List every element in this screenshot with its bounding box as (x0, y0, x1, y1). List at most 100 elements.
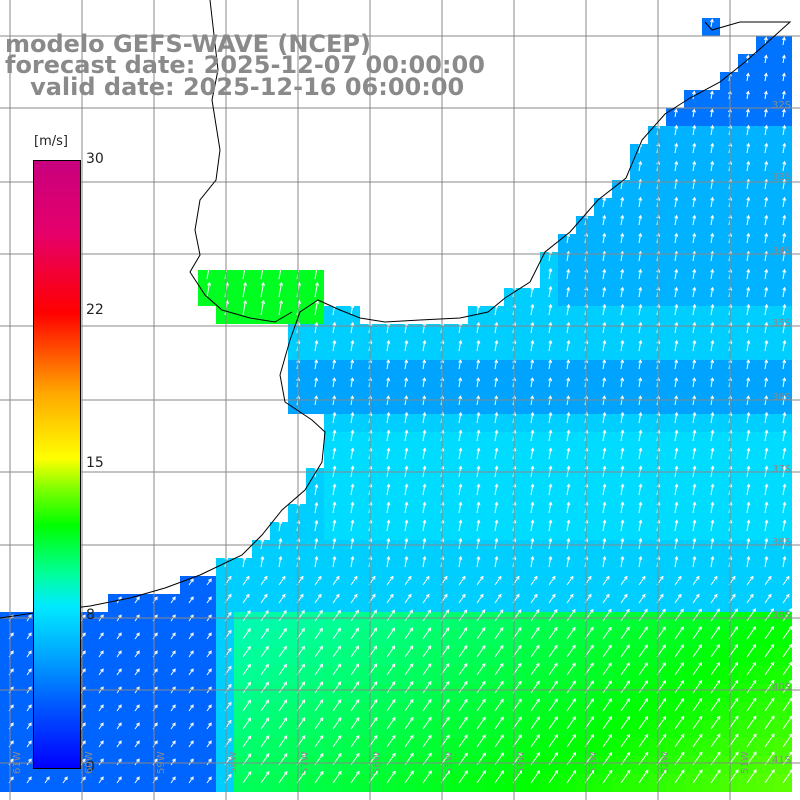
wind-arrow (422, 770, 432, 784)
wind-arrow (188, 596, 194, 604)
wind-arrow (638, 232, 643, 244)
wind-arrow (782, 715, 793, 730)
wind-arrow (764, 733, 775, 748)
wind-arrow (674, 608, 684, 622)
wind-arrow (278, 593, 286, 604)
wind-arrow (746, 715, 757, 730)
wind-arrow (206, 704, 212, 712)
wind-arrow (746, 519, 751, 532)
wind-arrow (763, 72, 768, 82)
wind-arrow (188, 650, 194, 658)
wind-arrow (170, 632, 176, 640)
wind-arrow (692, 715, 703, 730)
lat-label: 36S (772, 392, 792, 403)
wind-arrow (710, 395, 715, 406)
wind-arrow (98, 704, 104, 712)
wind-arrow (422, 593, 430, 604)
wind-arrow (692, 680, 703, 694)
wind-arrow (44, 776, 50, 784)
wind-arrow (602, 214, 607, 226)
wind-arrow (386, 555, 391, 568)
wind-arrow (602, 359, 607, 370)
wind-arrow (260, 610, 269, 622)
wind-arrow (692, 124, 697, 136)
wind-arrow (278, 263, 284, 280)
wind-arrow (764, 339, 769, 352)
wind-arrow (674, 286, 679, 298)
wind-arrow (188, 632, 194, 640)
wind-arrow (781, 54, 786, 64)
wind-arrow (332, 519, 337, 532)
wind-arrow (494, 698, 504, 712)
wind-arrow (206, 650, 212, 658)
wind-arrow (458, 411, 463, 424)
wind-arrow (170, 776, 176, 784)
wind-arrow (170, 650, 176, 658)
wind-arrow (494, 662, 504, 676)
wind-arrow (350, 483, 355, 496)
wind-arrow (548, 519, 553, 532)
wind-arrow (692, 644, 702, 658)
wind-arrow (602, 593, 610, 604)
wind-arrow (674, 377, 679, 388)
wind-arrow (638, 411, 643, 424)
wind-arrow (260, 645, 269, 658)
wind-arrow (332, 555, 337, 568)
wind-arrow (674, 395, 679, 406)
wind-arrow (386, 339, 391, 352)
wind-arrow (602, 196, 607, 208)
lat-label: 38S (772, 537, 792, 548)
wind-arrow (458, 429, 463, 442)
wind-arrow (782, 447, 787, 460)
wind-arrow (278, 663, 287, 676)
wind-arrow (548, 680, 558, 694)
wind-arrow (206, 776, 212, 784)
wind-arrow (422, 609, 432, 622)
wind-arrow (476, 575, 484, 586)
wind-arrow (674, 321, 679, 334)
colorbar (33, 160, 81, 769)
wind-arrow (602, 608, 612, 622)
wind-arrow (332, 411, 337, 424)
wind-arrow (602, 575, 610, 586)
wind-arrow (638, 519, 643, 532)
wind-arrow (638, 680, 648, 694)
wind-arrow (764, 160, 769, 172)
wind-arrow (134, 650, 140, 658)
wind-arrow (566, 716, 576, 730)
wind-arrow (710, 662, 721, 676)
wind-arrow (566, 286, 571, 298)
wind-arrow (548, 575, 556, 586)
lat-label: 35S (772, 318, 792, 329)
wind-arrow (422, 627, 432, 640)
lon-label: 51W (740, 751, 751, 774)
wind-arrow (746, 501, 751, 514)
wind-arrow (116, 668, 122, 676)
wind-arrow (98, 668, 104, 676)
lon-label: 59W (156, 751, 167, 774)
wind-arrow (422, 645, 432, 658)
wind-arrow (548, 267, 553, 280)
wind-arrow (782, 411, 787, 424)
wind-arrow (530, 537, 535, 550)
wind-arrow (746, 321, 751, 334)
wind-arrow (422, 395, 427, 406)
wind-arrow (566, 519, 571, 532)
colorbar-tick-0: 0 (86, 759, 95, 775)
wind-arrow (458, 627, 468, 640)
wind-arrow (458, 734, 468, 748)
wind-arrow (638, 196, 643, 208)
wind-arrow (746, 483, 751, 496)
wind-arrow (710, 501, 715, 514)
wind-arrow (674, 501, 679, 514)
wind-arrow (764, 593, 772, 604)
wind-arrow (314, 770, 324, 784)
wind-arrow (620, 196, 625, 208)
wind-arrow (638, 429, 643, 442)
wind-arrow (710, 537, 715, 550)
wind-arrow (602, 626, 612, 640)
wind-arrow (782, 733, 793, 748)
wind-arrow (116, 722, 122, 730)
wind-arrow (170, 722, 176, 730)
